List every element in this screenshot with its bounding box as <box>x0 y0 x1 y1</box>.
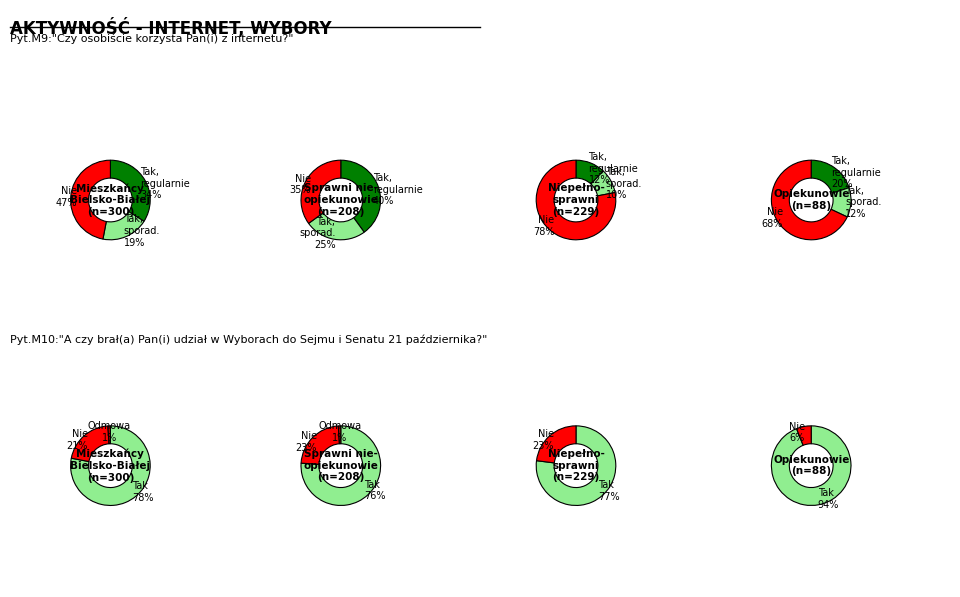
Wedge shape <box>103 212 144 240</box>
Text: Tak,
sporad.
10%: Tak, sporad. 10% <box>606 167 642 201</box>
Wedge shape <box>301 160 341 223</box>
Wedge shape <box>772 160 848 240</box>
Wedge shape <box>301 426 380 506</box>
Wedge shape <box>338 426 341 444</box>
Text: Tak
94%: Tak 94% <box>818 488 839 510</box>
Wedge shape <box>591 171 615 196</box>
Wedge shape <box>71 426 109 461</box>
Text: Nie
23%: Nie 23% <box>296 431 317 453</box>
Text: Tak
76%: Tak 76% <box>364 479 386 501</box>
Text: Odmowa
1%: Odmowa 1% <box>87 421 131 442</box>
Text: Opiekunowie
(n=88): Opiekunowie (n=88) <box>773 189 850 211</box>
Text: Tak,
sporad.
12%: Tak, sporad. 12% <box>845 186 881 219</box>
Text: Nie
47%: Nie 47% <box>56 186 77 208</box>
Wedge shape <box>110 160 150 221</box>
Wedge shape <box>108 426 110 444</box>
Wedge shape <box>576 160 603 184</box>
Text: Nie
68%: Nie 68% <box>761 207 782 229</box>
Wedge shape <box>537 426 615 506</box>
Text: Opiekunowie
(n=88): Opiekunowie (n=88) <box>773 455 850 476</box>
Text: Tak,
sporad.
19%: Tak, sporad. 19% <box>124 214 160 248</box>
Text: Nie
23%: Nie 23% <box>532 429 554 451</box>
Wedge shape <box>71 426 150 506</box>
Text: Pyt.M10:"A czy brał(a) Pan(i) udział w Wyborach do Sejmu i Senatu 21 październik: Pyt.M10:"A czy brał(a) Pan(i) udział w W… <box>10 334 487 345</box>
Text: Niepełno-
sprawni
(n=229): Niepełno- sprawni (n=229) <box>547 183 605 217</box>
Wedge shape <box>341 160 380 232</box>
Text: Sprawni nie-
opiekunowie
(n=208): Sprawni nie- opiekunowie (n=208) <box>303 183 378 217</box>
Text: Tak,
regularnie
40%: Tak, regularnie 40% <box>373 173 422 206</box>
Text: Tak,
sporad.
25%: Tak, sporad. 25% <box>300 217 335 250</box>
Text: Pyt.M9:"Czy osobiście korzysta Pan(i) z internetu?": Pyt.M9:"Czy osobiście korzysta Pan(i) z … <box>10 33 293 44</box>
Wedge shape <box>811 160 849 193</box>
Wedge shape <box>772 426 851 506</box>
Wedge shape <box>308 213 364 240</box>
Wedge shape <box>537 426 576 463</box>
Text: Nie
21%: Nie 21% <box>66 429 88 451</box>
Text: Odmowa
1%: Odmowa 1% <box>318 421 361 442</box>
Wedge shape <box>537 160 615 240</box>
Wedge shape <box>831 187 851 217</box>
Text: Nie
78%: Nie 78% <box>533 216 555 237</box>
Wedge shape <box>71 160 110 239</box>
Text: Niepełno-
sprawni
(n=229): Niepełno- sprawni (n=229) <box>547 449 605 482</box>
Text: Tak,
regularnie
34%: Tak, regularnie 34% <box>140 167 190 201</box>
Wedge shape <box>797 426 811 445</box>
Text: Tak,
regularnie
20%: Tak, regularnie 20% <box>831 156 881 189</box>
Text: AKTYWNOŚĆ - INTERNET, WYBORY: AKTYWNOŚĆ - INTERNET, WYBORY <box>10 18 331 38</box>
Text: Nie
35%: Nie 35% <box>289 174 311 195</box>
Text: Tak
78%: Tak 78% <box>132 481 154 503</box>
Wedge shape <box>301 426 340 464</box>
Text: Mieszkańcy
Bielsko-Białej
(n=300): Mieszkańcy Bielsko-Białej (n=300) <box>70 183 151 217</box>
Text: Tak
77%: Tak 77% <box>598 480 620 502</box>
Text: Sprawni nie-
opiekunowie
(n=208): Sprawni nie- opiekunowie (n=208) <box>303 449 378 482</box>
Text: Tak,
regularnie
12%: Tak, regularnie 12% <box>588 152 638 185</box>
Text: Nie
6%: Nie 6% <box>789 421 804 443</box>
Text: Mieszkańcy
Bielsko-Białej
(n=300): Mieszkańcy Bielsko-Białej (n=300) <box>70 449 151 482</box>
